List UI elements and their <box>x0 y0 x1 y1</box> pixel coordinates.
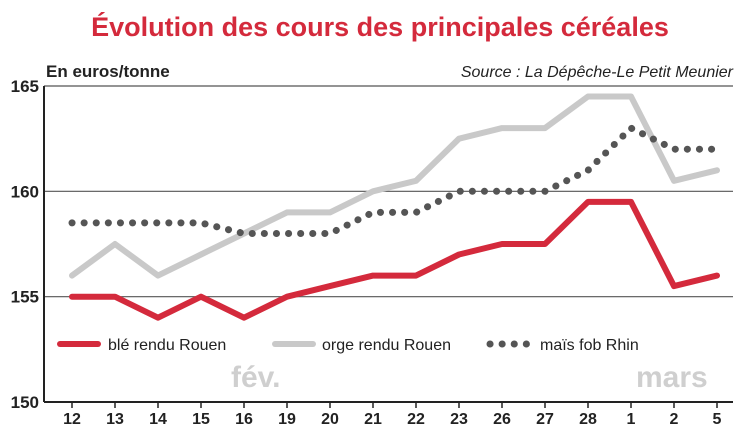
x-tick-label: 1 <box>627 411 636 428</box>
legend-label-ble: blé rendu Rouen <box>108 337 226 354</box>
x-tick-label: 14 <box>149 411 167 428</box>
x-tick-label: 2 <box>670 411 679 428</box>
series-line-ble <box>69 198 720 321</box>
x-tick-label: 12 <box>63 411 81 428</box>
unit-label: En euros/tonne <box>46 62 170 81</box>
source-note: Source : La Dépêche-Le Petit Meunier <box>461 64 734 81</box>
x-tick-label: 23 <box>450 411 468 428</box>
y-tick-label: 155 <box>11 288 39 307</box>
y-tick-label: 165 <box>11 77 39 96</box>
x-tick-label: 13 <box>106 411 124 428</box>
series-line-orge <box>69 93 720 279</box>
x-tick-label: 22 <box>407 411 425 428</box>
legend-label-orge: orge rendu Rouen <box>322 337 451 354</box>
chart-title: Évolution des cours des principales céré… <box>91 11 669 42</box>
month-label-mars: mars <box>636 361 708 394</box>
series-line-mais <box>68 124 721 237</box>
legend-label-mais: maïs fob Rhin <box>540 337 639 354</box>
legend: blé rendu Rouen orge rendu Rouen maïs fo… <box>57 337 639 354</box>
x-tick-label: 5 <box>713 411 722 428</box>
x-tick-label: 16 <box>235 411 253 428</box>
x-tick-label: 26 <box>493 411 511 428</box>
x-tick-label: 15 <box>192 411 210 428</box>
x-tick-label: 28 <box>579 411 597 428</box>
x-tick-label: 19 <box>278 411 296 428</box>
y-tick-label: 150 <box>11 393 39 412</box>
month-label-fevrier: fév. <box>231 361 280 394</box>
x-tick-label: 27 <box>536 411 554 428</box>
x-tick-label: 20 <box>321 411 339 428</box>
x-tick-label: 21 <box>364 411 382 428</box>
y-tick-label: 160 <box>11 182 39 201</box>
